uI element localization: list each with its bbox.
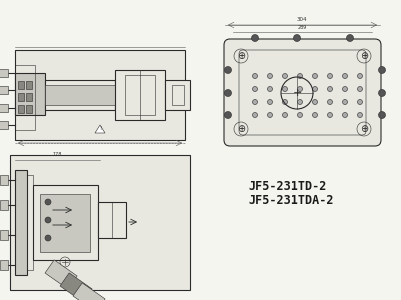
- Bar: [18, 81, 24, 89]
- Bar: [98, 202, 126, 238]
- Circle shape: [45, 235, 51, 241]
- Bar: [15, 50, 185, 140]
- Circle shape: [358, 100, 363, 104]
- Text: 304: 304: [297, 17, 307, 22]
- Circle shape: [379, 112, 385, 118]
- Circle shape: [267, 100, 273, 104]
- Bar: [27, 175, 33, 270]
- Circle shape: [328, 74, 332, 79]
- Circle shape: [253, 100, 257, 104]
- Bar: [0, 104, 8, 112]
- Bar: [40, 194, 90, 252]
- Circle shape: [267, 112, 273, 118]
- Circle shape: [294, 34, 300, 41]
- Text: ⊕: ⊕: [360, 124, 368, 134]
- Circle shape: [312, 100, 318, 104]
- Bar: [0, 200, 8, 210]
- Circle shape: [298, 86, 302, 92]
- Circle shape: [253, 86, 257, 92]
- Circle shape: [251, 34, 259, 41]
- Bar: [125, 75, 155, 115]
- Bar: [0, 175, 8, 185]
- Circle shape: [342, 74, 348, 79]
- Circle shape: [312, 86, 318, 92]
- Circle shape: [225, 89, 231, 97]
- Text: ⊕: ⊕: [237, 124, 245, 134]
- Bar: [26, 81, 32, 89]
- Bar: [10, 155, 190, 290]
- Bar: [18, 93, 24, 101]
- Circle shape: [328, 112, 332, 118]
- Text: JF5-231TD-2: JF5-231TD-2: [248, 180, 326, 193]
- Circle shape: [342, 100, 348, 104]
- Bar: [15, 73, 45, 115]
- Bar: [15, 170, 27, 275]
- Bar: [45, 260, 77, 289]
- Circle shape: [358, 74, 363, 79]
- Bar: [0, 121, 8, 129]
- Circle shape: [312, 74, 318, 79]
- FancyBboxPatch shape: [224, 39, 381, 146]
- Circle shape: [253, 74, 257, 79]
- Bar: [0, 260, 8, 270]
- Bar: [45, 85, 115, 105]
- Bar: [165, 80, 190, 110]
- Circle shape: [358, 112, 363, 118]
- Text: +: +: [292, 88, 302, 98]
- Circle shape: [45, 217, 51, 223]
- Circle shape: [342, 112, 348, 118]
- Circle shape: [282, 74, 288, 79]
- Bar: [0, 230, 8, 240]
- Circle shape: [267, 86, 273, 92]
- Text: 178: 178: [52, 152, 62, 157]
- Circle shape: [298, 112, 302, 118]
- Text: ⊕: ⊕: [360, 51, 368, 61]
- Circle shape: [253, 112, 257, 118]
- Circle shape: [282, 86, 288, 92]
- Circle shape: [298, 100, 302, 104]
- Bar: [115, 70, 165, 120]
- Bar: [18, 105, 24, 113]
- Bar: [0, 69, 8, 77]
- Circle shape: [298, 74, 302, 79]
- Bar: [172, 85, 184, 105]
- Bar: [33, 185, 98, 260]
- Circle shape: [282, 100, 288, 104]
- Bar: [60, 273, 92, 300]
- Circle shape: [45, 199, 51, 205]
- Bar: [0, 86, 8, 94]
- Bar: [73, 283, 105, 300]
- Circle shape: [379, 89, 385, 97]
- Text: JF5-231TDA-2: JF5-231TDA-2: [248, 194, 334, 207]
- Bar: [26, 105, 32, 113]
- Circle shape: [312, 112, 318, 118]
- Circle shape: [328, 100, 332, 104]
- Polygon shape: [95, 125, 105, 133]
- Circle shape: [225, 112, 231, 118]
- Circle shape: [346, 34, 354, 41]
- Text: !: !: [99, 126, 101, 131]
- Circle shape: [379, 67, 385, 73]
- Text: 289: 289: [298, 25, 307, 30]
- Circle shape: [282, 112, 288, 118]
- Bar: [15, 65, 35, 130]
- Circle shape: [225, 67, 231, 73]
- Bar: [26, 93, 32, 101]
- Circle shape: [342, 86, 348, 92]
- Circle shape: [328, 86, 332, 92]
- Text: ⊕: ⊕: [237, 51, 245, 61]
- Circle shape: [358, 86, 363, 92]
- Bar: [45, 80, 115, 110]
- Circle shape: [267, 74, 273, 79]
